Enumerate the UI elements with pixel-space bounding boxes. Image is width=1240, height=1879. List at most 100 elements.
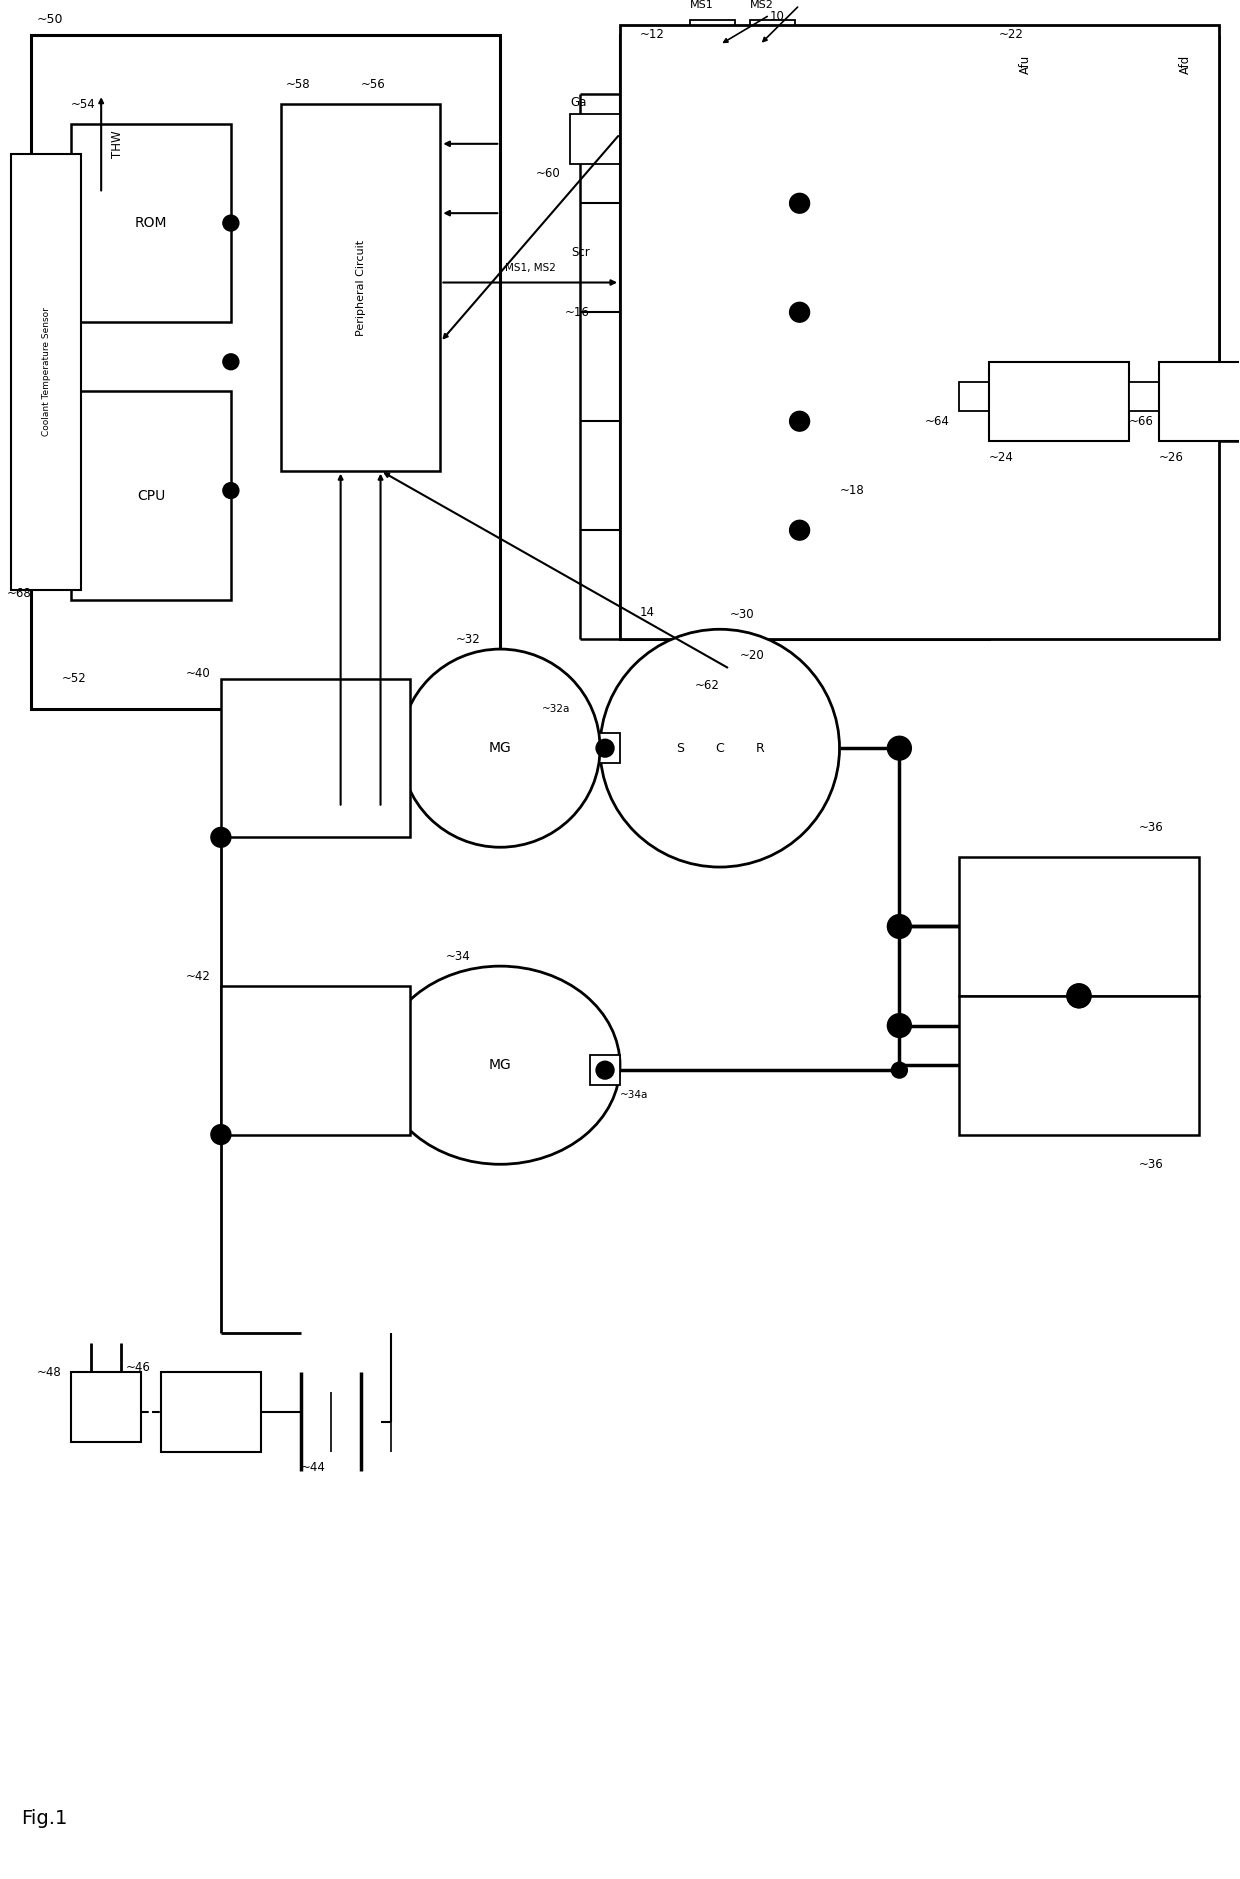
- Bar: [280, 103, 440, 472]
- Bar: [620, 36, 990, 639]
- Bar: [960, 857, 1199, 996]
- Text: ~60: ~60: [536, 167, 560, 180]
- Bar: [221, 678, 410, 838]
- Text: ~48: ~48: [36, 1366, 61, 1379]
- Circle shape: [790, 412, 810, 430]
- Circle shape: [724, 130, 874, 278]
- Text: Fig.1: Fig.1: [21, 1809, 68, 1828]
- Bar: [960, 996, 1199, 1135]
- Circle shape: [724, 348, 874, 496]
- Text: ~24: ~24: [990, 451, 1014, 464]
- Circle shape: [223, 353, 239, 370]
- Text: S: S: [676, 742, 684, 755]
- Text: ~40: ~40: [186, 667, 211, 680]
- Circle shape: [1066, 985, 1091, 1007]
- Circle shape: [724, 239, 874, 387]
- Text: ~54: ~54: [71, 98, 95, 111]
- Bar: [960, 381, 990, 412]
- Text: 10: 10: [770, 9, 785, 23]
- Bar: [221, 986, 410, 1135]
- Text: ~34a: ~34a: [620, 1090, 649, 1099]
- Text: ~34: ~34: [445, 949, 470, 962]
- Text: ~64: ~64: [924, 415, 950, 428]
- Bar: [620, 184, 660, 224]
- Text: Coolant Temperature Sensor: Coolant Temperature Sensor: [42, 308, 51, 436]
- Text: CPU: CPU: [136, 489, 165, 502]
- Bar: [620, 511, 660, 551]
- Text: Scr: Scr: [572, 246, 590, 259]
- Text: Afu: Afu: [1019, 54, 1032, 73]
- Circle shape: [790, 303, 810, 321]
- Bar: [71, 391, 231, 599]
- Text: ~68: ~68: [6, 586, 31, 599]
- Bar: [750, 21, 795, 64]
- Text: 14: 14: [640, 607, 655, 620]
- Text: ~22: ~22: [999, 28, 1024, 41]
- Text: ~56: ~56: [361, 77, 386, 90]
- Text: ~50: ~50: [36, 13, 63, 26]
- Bar: [1128, 381, 1159, 412]
- Text: ~36: ~36: [1138, 1157, 1163, 1171]
- Text: MS1, MS2: MS1, MS2: [505, 263, 556, 272]
- Text: R: R: [755, 742, 764, 755]
- Bar: [689, 21, 735, 64]
- Circle shape: [888, 737, 911, 759]
- Circle shape: [596, 1062, 614, 1079]
- Bar: [590, 733, 620, 763]
- Ellipse shape: [381, 966, 620, 1165]
- Text: THW: THW: [112, 130, 124, 158]
- Bar: [620, 402, 660, 442]
- Circle shape: [211, 1126, 231, 1144]
- Bar: [71, 124, 231, 321]
- Text: ~66: ~66: [1128, 415, 1153, 428]
- Text: ~16: ~16: [565, 306, 590, 319]
- Circle shape: [888, 915, 911, 938]
- Circle shape: [724, 457, 874, 605]
- Circle shape: [790, 194, 810, 212]
- Text: ~46: ~46: [126, 1360, 151, 1374]
- Text: ~18: ~18: [839, 485, 864, 498]
- Circle shape: [600, 629, 839, 866]
- Circle shape: [211, 827, 231, 847]
- Bar: [620, 24, 1219, 639]
- Circle shape: [888, 1013, 911, 1037]
- Text: Ga: Ga: [570, 96, 587, 109]
- Circle shape: [223, 483, 239, 498]
- Text: MS2: MS2: [750, 0, 774, 9]
- Text: ~52: ~52: [61, 673, 86, 686]
- Circle shape: [790, 520, 810, 539]
- Bar: [640, 54, 970, 620]
- Circle shape: [1066, 985, 1091, 1007]
- Bar: [730, 629, 770, 669]
- Text: ~26: ~26: [1159, 451, 1184, 464]
- Circle shape: [596, 738, 614, 757]
- Bar: [590, 1056, 620, 1084]
- Text: ~12: ~12: [640, 28, 665, 41]
- Text: ~30: ~30: [730, 609, 754, 620]
- Bar: [71, 1372, 141, 1441]
- Text: ~42: ~42: [186, 970, 211, 983]
- Text: ~32a: ~32a: [542, 703, 570, 714]
- Circle shape: [892, 1062, 908, 1079]
- Bar: [570, 115, 620, 163]
- Circle shape: [223, 216, 239, 231]
- Text: ~62: ~62: [694, 678, 719, 691]
- Text: MG: MG: [489, 1058, 512, 1073]
- Bar: [31, 36, 500, 708]
- Bar: [1159, 363, 1240, 442]
- Text: C: C: [715, 742, 724, 755]
- Text: ~44: ~44: [301, 1462, 326, 1475]
- Circle shape: [401, 648, 600, 847]
- Bar: [620, 293, 660, 333]
- Bar: [990, 363, 1128, 442]
- Text: MG: MG: [489, 740, 512, 755]
- Text: ~58: ~58: [285, 77, 310, 90]
- Text: ~20: ~20: [740, 648, 765, 661]
- Bar: [11, 154, 81, 590]
- Text: ROM: ROM: [135, 216, 167, 229]
- Text: ~36: ~36: [1138, 821, 1163, 834]
- Text: Peripheral Circuit: Peripheral Circuit: [356, 239, 366, 336]
- Bar: [161, 1372, 260, 1452]
- Text: ~32: ~32: [455, 633, 480, 646]
- Text: MS1: MS1: [689, 0, 713, 9]
